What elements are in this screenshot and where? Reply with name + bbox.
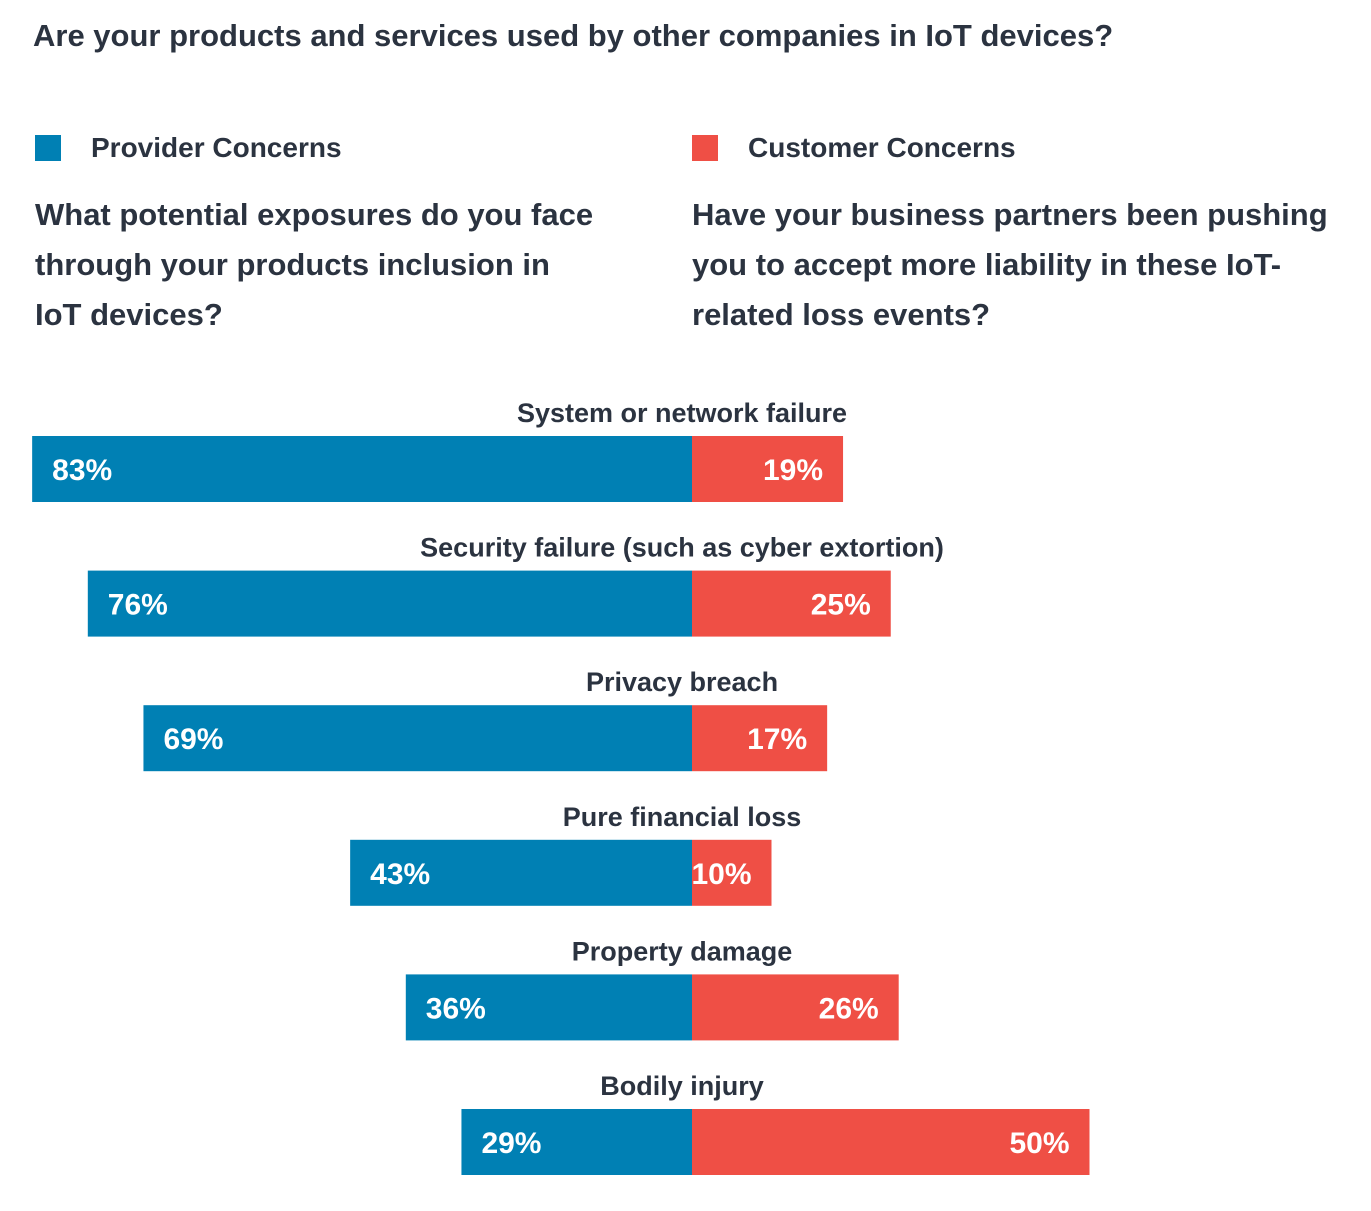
legend-provider-swatch bbox=[35, 135, 61, 161]
provider-question: What potential exposures do you face thr… bbox=[35, 197, 594, 332]
category-label: Pure financial loss bbox=[563, 802, 802, 832]
legend-customer-swatch bbox=[692, 135, 718, 161]
provider-bar bbox=[87, 570, 693, 637]
customer-question: Have your business partners been pushing… bbox=[692, 197, 1328, 332]
provider-value-label: 36% bbox=[426, 992, 486, 1025]
category-label: Bodily injury bbox=[600, 1071, 764, 1101]
customer-value-label: 26% bbox=[819, 992, 879, 1025]
legend-provider-label: Provider Concerns bbox=[91, 132, 342, 163]
customer-value-label: 19% bbox=[763, 454, 823, 487]
customer-value-label: 50% bbox=[1009, 1127, 1069, 1160]
customer-bar bbox=[692, 705, 828, 772]
provider-bar bbox=[405, 974, 692, 1041]
customer-bar bbox=[692, 436, 844, 502]
chart-title: Are your products and services used by o… bbox=[33, 18, 1114, 53]
customer-bar bbox=[692, 570, 891, 637]
legend-customer: Customer Concerns bbox=[692, 132, 1016, 164]
category-label: System or network failure bbox=[517, 398, 847, 428]
legend-provider: Provider Concerns bbox=[35, 132, 342, 164]
customer-value-label: 25% bbox=[811, 589, 871, 622]
category-label: Security failure (such as cyber extortio… bbox=[420, 533, 944, 563]
customer-bar bbox=[692, 839, 772, 906]
provider-bar bbox=[143, 705, 692, 772]
customer-value-label: 17% bbox=[747, 723, 807, 756]
provider-bar bbox=[32, 436, 692, 502]
legend-customer-label: Customer Concerns bbox=[748, 132, 1016, 163]
customer-value-label: 10% bbox=[691, 858, 751, 891]
provider-bar bbox=[461, 1109, 692, 1175]
provider-value-label: 76% bbox=[108, 589, 168, 622]
provider-bar bbox=[350, 839, 692, 906]
category-label: Privacy breach bbox=[586, 667, 778, 697]
customer-bar bbox=[692, 974, 899, 1041]
provider-value-label: 69% bbox=[163, 723, 223, 756]
category-label: Property damage bbox=[572, 936, 793, 966]
provider-value-label: 43% bbox=[370, 858, 430, 891]
provider-value-label: 83% bbox=[52, 454, 112, 487]
provider-value-label: 29% bbox=[481, 1127, 541, 1160]
customer-bar bbox=[692, 1109, 1090, 1175]
